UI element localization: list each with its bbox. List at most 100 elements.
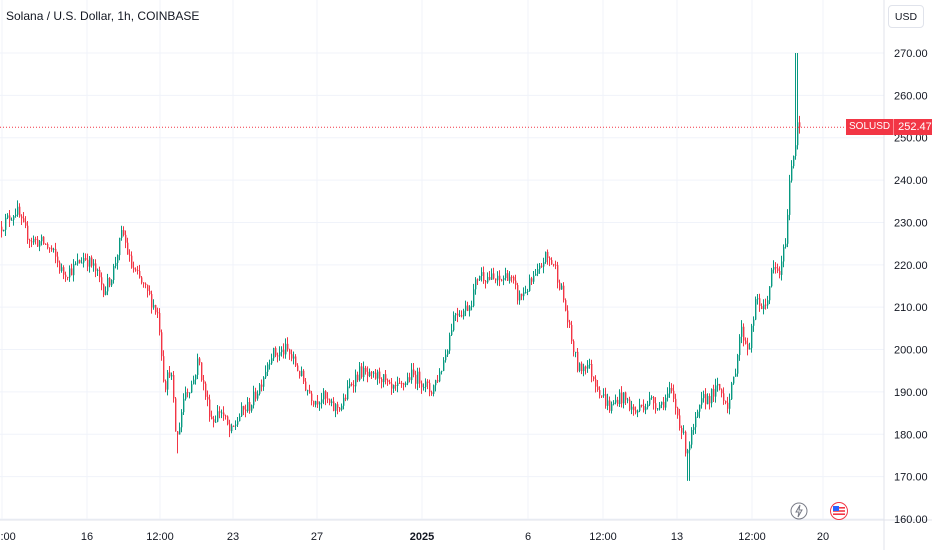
candle-body	[175, 398, 177, 432]
candle-body	[467, 305, 469, 311]
candle-body	[221, 412, 223, 414]
candle-body	[73, 264, 75, 276]
candle-body	[703, 394, 705, 399]
candle-body	[781, 261, 783, 275]
candle-body	[625, 392, 627, 400]
candle-body	[567, 310, 569, 323]
candle-body	[559, 282, 561, 290]
candle-body	[519, 293, 521, 301]
candle-body	[445, 354, 447, 361]
candle-body	[393, 385, 395, 389]
candle-body	[717, 383, 719, 386]
candle-body	[1, 226, 3, 232]
candle-body	[171, 375, 173, 377]
candle-body	[731, 383, 733, 400]
candle-body	[735, 373, 737, 377]
candle-body	[447, 350, 449, 355]
candle-body	[485, 281, 487, 283]
candle-body	[765, 304, 767, 306]
candle-body	[17, 206, 19, 215]
candle-body	[649, 397, 651, 405]
candle-body	[45, 243, 47, 245]
candle-body	[727, 402, 729, 409]
candle-body	[523, 292, 525, 297]
candle-body	[665, 397, 667, 408]
candle-body	[71, 268, 73, 276]
candle-body	[343, 397, 345, 406]
candle-body	[583, 366, 585, 372]
candle-body	[457, 313, 459, 316]
candle-body	[367, 371, 369, 377]
candle-body	[345, 397, 347, 400]
candle-body	[33, 238, 35, 243]
candle-body	[77, 260, 79, 264]
currency-button[interactable]: USD	[888, 5, 924, 28]
candle-body	[85, 258, 87, 260]
candle-body	[783, 247, 785, 262]
candle-body	[535, 273, 537, 276]
candle-body	[57, 256, 59, 263]
lightning-event-icon[interactable]	[790, 502, 808, 520]
candle-body	[709, 396, 711, 404]
candle-body	[715, 385, 717, 397]
candle-body	[143, 282, 145, 284]
candle-body	[495, 278, 497, 281]
candle-body	[99, 269, 101, 278]
candle-body	[589, 363, 591, 365]
candle-body	[3, 229, 5, 232]
candle-body	[125, 234, 127, 243]
candle-body	[213, 419, 215, 423]
candle-body	[5, 217, 7, 230]
candle-body	[323, 391, 325, 400]
candle-body	[601, 395, 603, 397]
candle-body	[571, 324, 573, 342]
y-tick-label: 160.00	[894, 514, 928, 526]
candle-body	[505, 273, 507, 278]
candle-body	[409, 377, 411, 381]
candle-body	[697, 411, 699, 417]
candle-body	[677, 407, 679, 416]
candle-body	[13, 216, 15, 220]
candle-body	[241, 406, 243, 417]
candle-body	[615, 399, 617, 403]
candle-body	[141, 277, 143, 283]
candle-body	[147, 284, 149, 291]
candle-body	[285, 343, 287, 355]
candle-body	[263, 377, 265, 387]
candle-body	[773, 267, 775, 270]
candle-body	[59, 262, 61, 271]
candle-body	[361, 366, 363, 378]
candle-body	[379, 371, 381, 379]
candle-body	[289, 349, 291, 355]
candle-body	[97, 269, 99, 271]
candle-body	[247, 402, 249, 412]
candle-body	[461, 315, 463, 317]
y-tick-label: 170.00	[894, 472, 928, 484]
candle-body	[651, 397, 653, 399]
candle-body	[577, 351, 579, 371]
candle-body	[133, 267, 135, 270]
y-tick-label: 260.00	[894, 90, 928, 102]
candle-body	[95, 263, 97, 271]
candle-body	[513, 276, 515, 281]
candle-body	[531, 278, 533, 282]
candle-body	[561, 285, 563, 290]
us-flag-event-icon[interactable]	[830, 502, 848, 520]
candle-body	[419, 371, 421, 384]
candle-body	[139, 270, 141, 278]
candle-body	[579, 363, 581, 371]
candle-body	[87, 259, 89, 267]
candle-body	[403, 383, 405, 385]
candle-body	[713, 388, 715, 397]
x-tick-label: 13	[671, 531, 683, 543]
candle-body	[539, 265, 541, 270]
candle-body	[441, 370, 443, 372]
candle-body	[355, 374, 357, 387]
candle-body	[775, 267, 777, 269]
candle-body	[547, 251, 549, 258]
candle-body	[15, 214, 17, 217]
candle-body	[79, 260, 81, 263]
candle-body	[385, 374, 387, 381]
